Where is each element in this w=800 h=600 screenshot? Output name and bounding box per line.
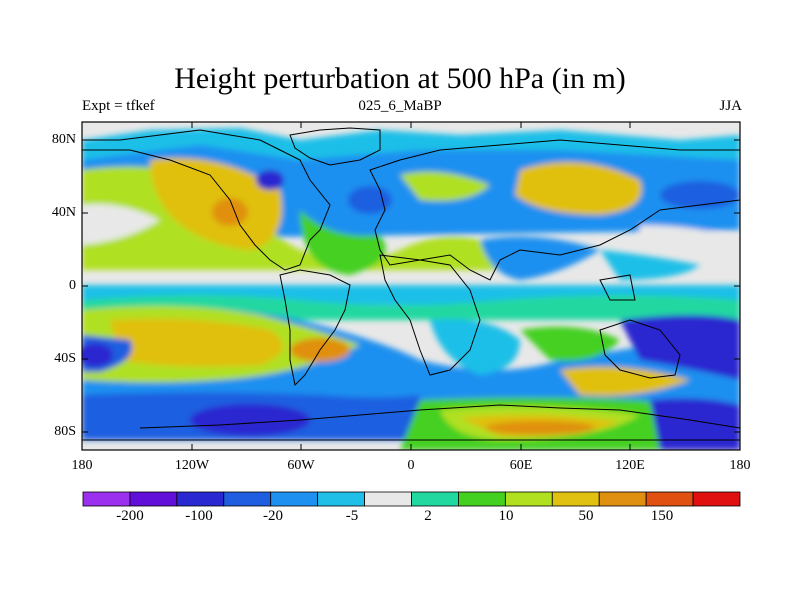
- lon-label-0: 0: [407, 458, 415, 473]
- colorbar-swatch: [129, 491, 178, 507]
- colorbar-swatch: [176, 491, 225, 507]
- lat-label-80n: 80N: [51, 132, 76, 147]
- colorbar-label: 10: [498, 508, 514, 524]
- run-label: 025_6_MaBP: [358, 98, 442, 114]
- colorbar-swatch: [504, 491, 553, 507]
- lon-label-180e: 180: [729, 458, 751, 473]
- lat-label-40n: 40N: [51, 205, 76, 220]
- lon-label-120w: 120W: [174, 458, 210, 473]
- coastlines: [82, 127, 740, 441]
- colorbar-label: 150: [650, 508, 674, 524]
- colorbar-label: -5: [345, 508, 359, 524]
- colorbar-swatch: [598, 491, 647, 507]
- lon-label-60w: 60W: [287, 458, 315, 473]
- plot-title: Height perturbation at 500 hPa (in m): [174, 62, 626, 95]
- lat-label-0: 0: [69, 278, 76, 293]
- colorbar-label: -100: [185, 508, 213, 524]
- season-label: JJA: [719, 98, 742, 114]
- colorbar-swatch: [82, 491, 131, 507]
- colorbar-swatch: [692, 491, 741, 507]
- colorbar-swatch: [411, 491, 459, 507]
- axis-ticks: [81, 122, 741, 450]
- colorbar-swatch: [364, 491, 412, 507]
- colorbar-swatch: [223, 491, 272, 507]
- experiment-label: Expt = tfkef: [82, 98, 155, 114]
- colorbar-swatch: [551, 491, 600, 507]
- colorbar-swatch: [317, 491, 365, 507]
- lat-label-80s: 80S: [54, 424, 76, 439]
- colorbar-swatch: [458, 491, 506, 507]
- height-perturbation-field: [82, 122, 740, 450]
- colorbar-swatch: [645, 491, 694, 507]
- lon-label-180w: 180: [71, 458, 93, 473]
- colorbar-label: -200: [116, 508, 144, 524]
- colorbar: [82, 491, 741, 507]
- colorbar-label: 2: [424, 508, 432, 524]
- colorbar-swatch: [270, 491, 319, 507]
- colorbar-label: 50: [578, 508, 594, 524]
- lat-label-40s: 40S: [54, 351, 76, 366]
- lon-label-60e: 60E: [509, 458, 533, 473]
- lon-label-120e: 120E: [615, 458, 645, 473]
- colorbar-label: -20: [263, 508, 283, 524]
